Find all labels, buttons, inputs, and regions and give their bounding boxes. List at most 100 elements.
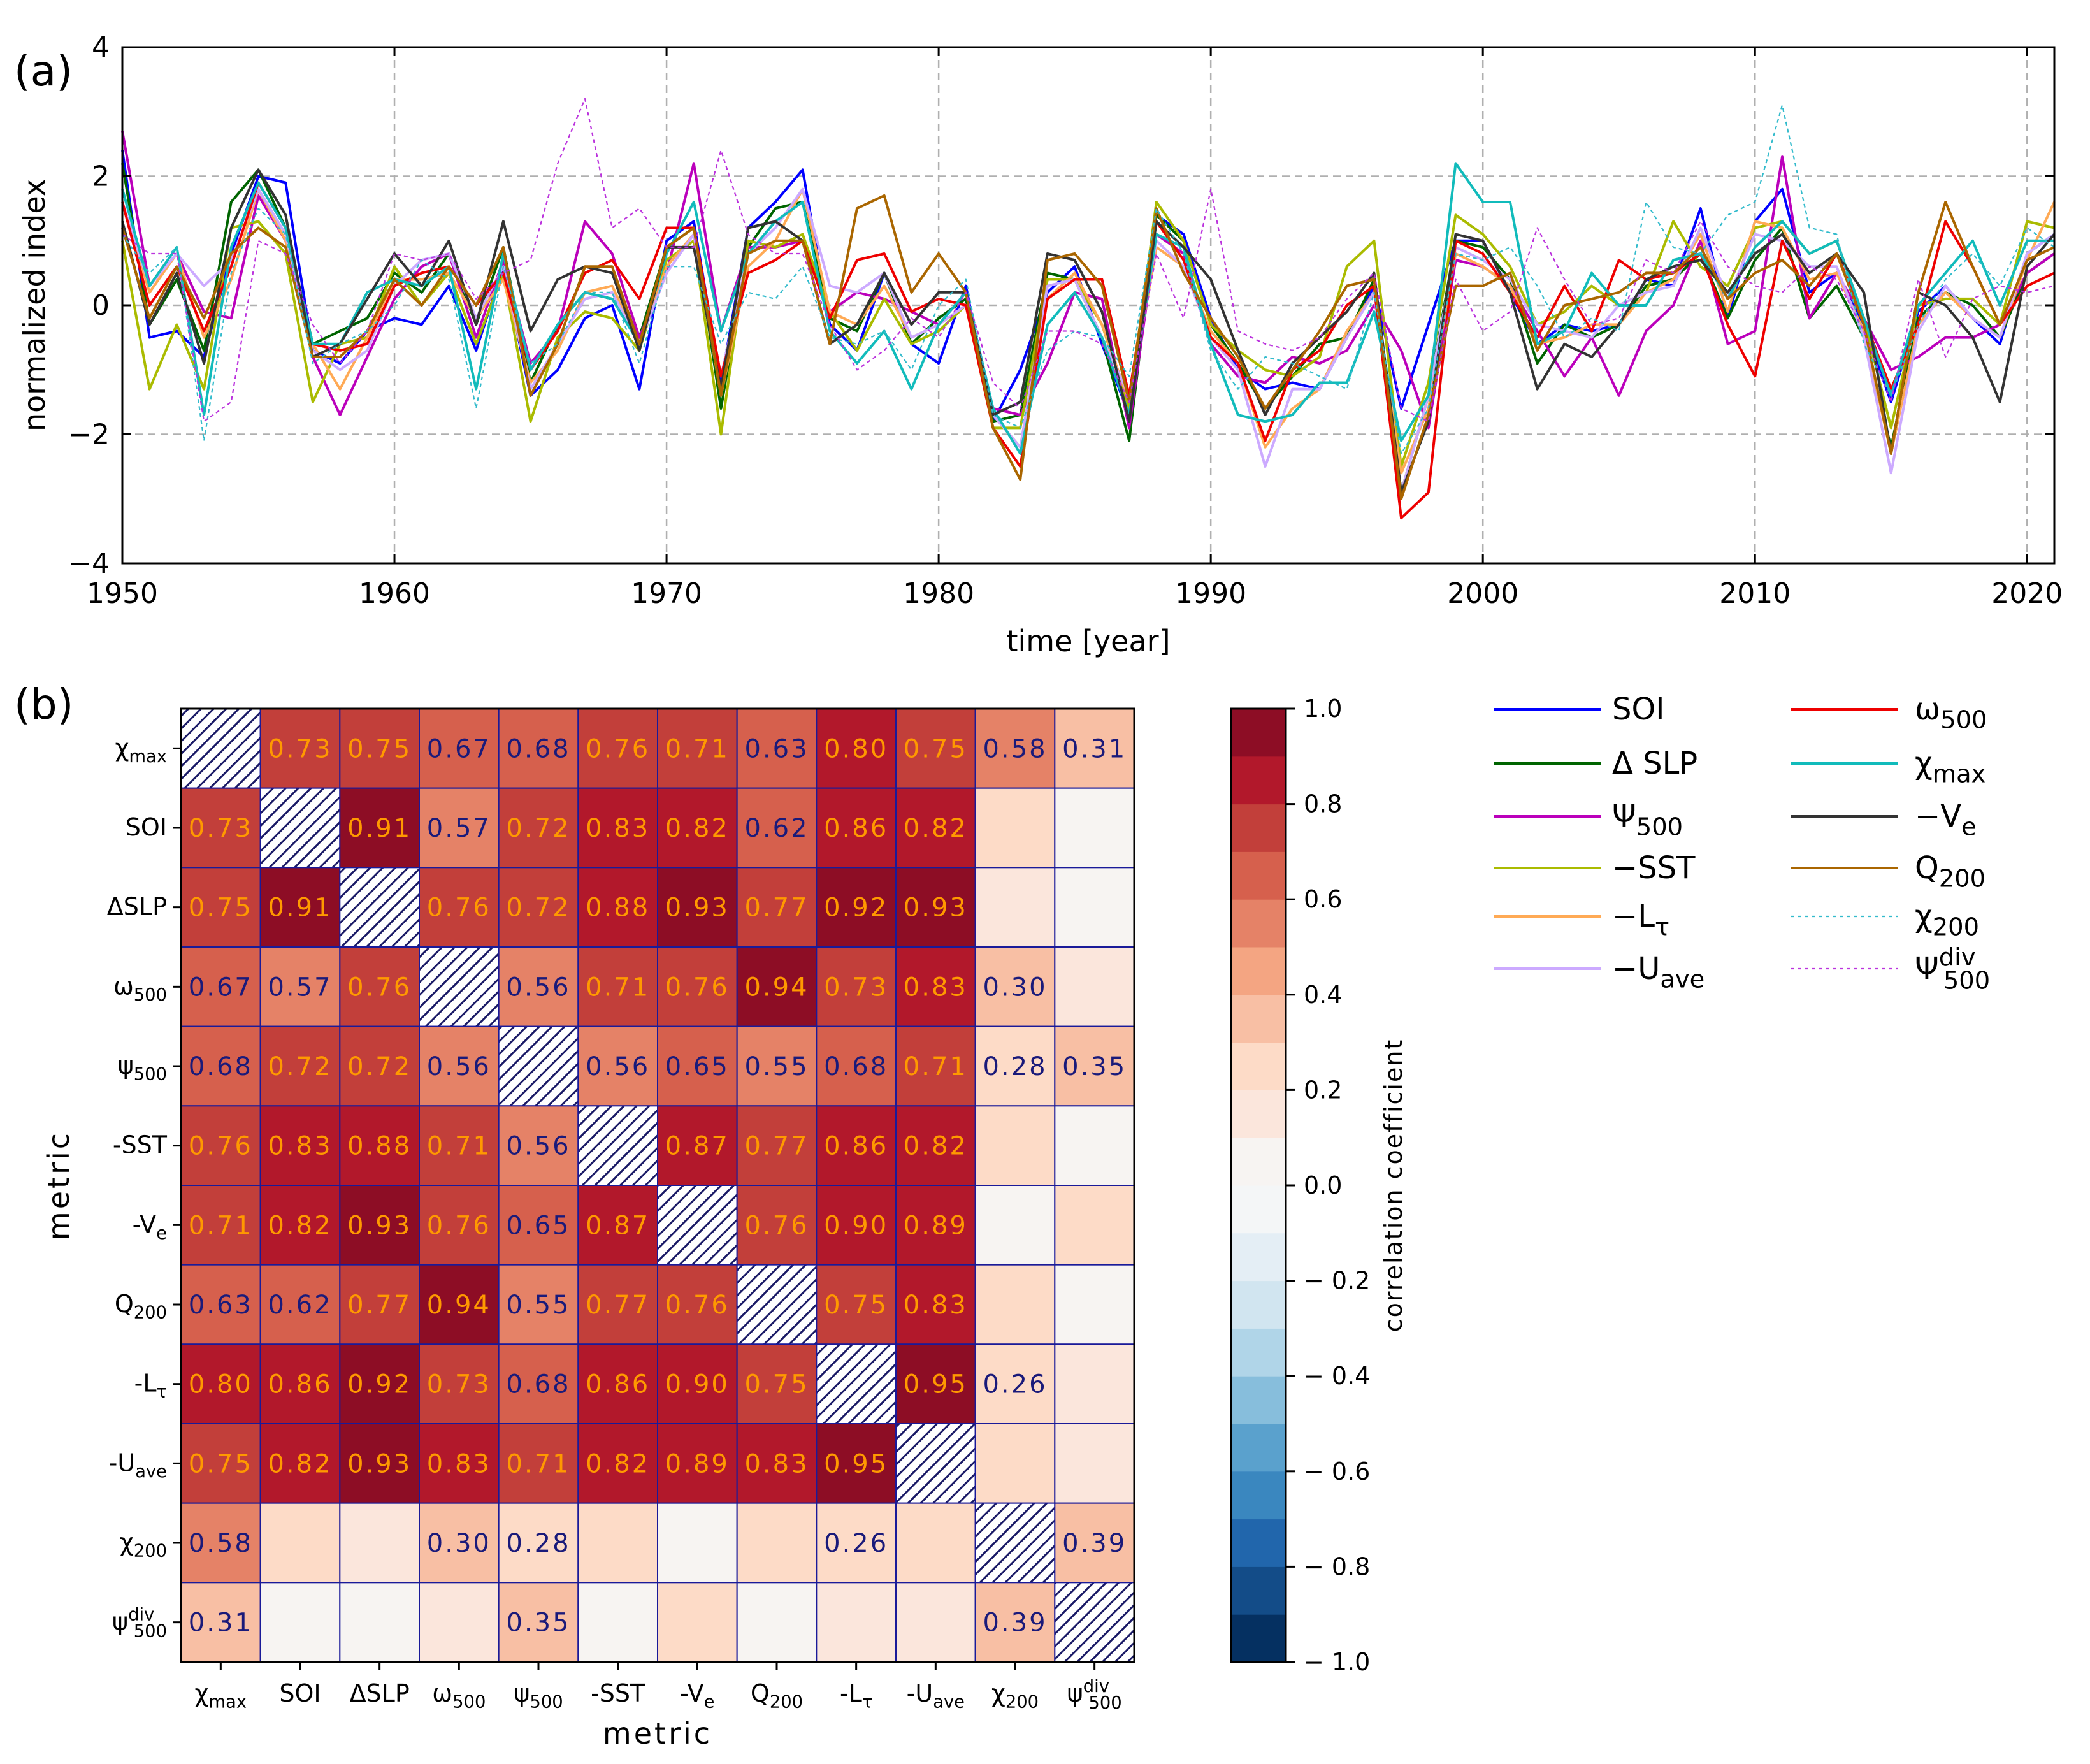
colorbar-tick-label: − 0.8 — [1304, 1552, 1370, 1580]
cell-value-label: 0.72 — [347, 1052, 412, 1081]
cell-value-label: 0.71 — [904, 1052, 968, 1081]
heatmap-cell — [974, 1264, 1056, 1345]
heatmap-cell — [498, 946, 579, 1027]
heatmap-cell — [816, 708, 897, 789]
heatmap-cell — [974, 1185, 1056, 1266]
heatmap-cell — [736, 946, 818, 1027]
cell-value-label: 0.65 — [506, 1211, 570, 1240]
heatmap-cell — [1054, 867, 1135, 948]
cell-value-label: 0.71 — [665, 734, 730, 763]
heatmap-cell — [259, 1423, 341, 1504]
colorbar-band — [1231, 1614, 1286, 1663]
cell-value-label: 0.83 — [904, 972, 968, 1002]
cell-value-label: 0.71 — [586, 972, 650, 1002]
heatmap-cell — [657, 1582, 738, 1663]
cell-value-label: 0.87 — [586, 1211, 650, 1240]
cell-value-label: 0.76 — [586, 734, 650, 763]
cell-value-label: 0.68 — [506, 1370, 570, 1399]
colorbar-band — [1231, 1328, 1286, 1377]
cell-value-label: 0.63 — [744, 734, 809, 763]
diagonal-cell — [419, 946, 500, 1027]
diagonal-cell — [498, 1025, 579, 1107]
heatmap-cell — [577, 1185, 658, 1266]
cell-value-label: 0.30 — [427, 1529, 491, 1558]
heatmap-cell — [339, 1582, 420, 1663]
column-label: -Ve — [680, 1679, 714, 1712]
cell-value-label: 0.68 — [189, 1052, 253, 1081]
heatmap-cell — [974, 1343, 1056, 1424]
y-tick-label: −2 — [68, 419, 110, 451]
cell-value-label: 0.75 — [189, 893, 253, 923]
heatmap-cell — [577, 1025, 658, 1107]
heatmap-cell — [657, 1423, 738, 1504]
row-label: SOI — [126, 813, 167, 841]
heatmap-cell — [1054, 1502, 1135, 1584]
heatmap-cell — [974, 708, 1056, 789]
cell-value-label: 0.76 — [189, 1132, 253, 1161]
cell-value-label: 0.75 — [904, 734, 968, 763]
column-label: -Lτ — [840, 1679, 872, 1712]
cell-value-label: 0.88 — [347, 1132, 412, 1161]
row-label: -Ve — [133, 1210, 167, 1243]
cell-value-label: 0.76 — [744, 1211, 809, 1240]
legend-label: −Uave — [1612, 951, 1704, 994]
cell-value-label: 0.62 — [268, 1290, 332, 1320]
x-tick-label: 1950 — [87, 577, 158, 610]
colorbar-tick-label: 0.0 — [1304, 1171, 1342, 1199]
legend-label: χmax — [1915, 746, 1986, 788]
cell-value-label: 0.72 — [268, 1052, 332, 1081]
heatmap-cell — [736, 1025, 818, 1107]
heatmap-cell — [816, 1185, 897, 1266]
heatmap-cell — [259, 1502, 341, 1584]
heatmap-cell — [180, 1423, 261, 1504]
heatmap-cell — [816, 1025, 897, 1107]
colorbar-band — [1231, 947, 1286, 995]
heatmap-cell — [974, 1105, 1056, 1187]
cell-value-label: 0.28 — [983, 1052, 1047, 1081]
heatmap-cell — [1054, 1025, 1135, 1107]
heatmap-axis-labels: χmax χmax SOI SOI ΔSLP ΔSLP ω500 ω500 ψ500 ψ500 -S… — [107, 734, 1122, 1713]
heatmap-cell — [419, 1264, 500, 1345]
y-tick-label: −4 — [68, 547, 110, 580]
cell-value-label: 0.26 — [824, 1529, 888, 1558]
heatmap-cell — [1054, 708, 1135, 789]
cell-value-label: 0.77 — [347, 1290, 412, 1320]
cell-value-label: 0.86 — [268, 1370, 332, 1399]
heatmap-cell — [498, 1185, 579, 1266]
y-tick-label: 4 — [92, 31, 110, 64]
legend-label: SOI — [1612, 691, 1664, 727]
cell-value-label: 0.89 — [904, 1211, 968, 1240]
heatmap-cell — [657, 1502, 738, 1584]
x-tick-label: 1970 — [631, 577, 702, 610]
colorbar-band — [1231, 1471, 1286, 1520]
row-label: ΔSLP — [107, 893, 167, 921]
colorbar-band — [1231, 1185, 1286, 1234]
heatmap-cell — [577, 1582, 658, 1663]
cell-value-label: 0.58 — [189, 1529, 253, 1558]
heatmap-cell — [736, 1582, 818, 1663]
cell-value-label: 0.31 — [1062, 734, 1127, 763]
heatmap-cell — [339, 1343, 420, 1424]
cell-value-label: 0.67 — [189, 972, 253, 1002]
cell-value-label: 0.82 — [904, 1132, 968, 1161]
cell-value-label: 0.80 — [189, 1370, 253, 1399]
heatmap-cell — [1054, 1105, 1135, 1187]
y-tick-label: 0 — [92, 289, 110, 322]
heatmap-cell — [974, 867, 1056, 948]
heatmap-cell — [259, 1343, 341, 1424]
colorbar-band — [1231, 1424, 1286, 1472]
cell-value-label: 0.94 — [744, 972, 809, 1002]
column-label: Q200 — [751, 1679, 803, 1712]
heatmap-cell — [657, 1025, 738, 1107]
colorbar-band — [1231, 756, 1286, 805]
heatmap-cell — [180, 946, 261, 1027]
heatmap-cell — [657, 1264, 738, 1345]
cell-value-label: 0.90 — [824, 1211, 888, 1240]
column-label: SOI — [279, 1679, 321, 1707]
cell-value-label: 0.73 — [268, 734, 332, 763]
cell-value-label: 0.90 — [665, 1370, 730, 1399]
heatmap-cell — [419, 1423, 500, 1504]
cell-value-label: 0.72 — [506, 814, 570, 843]
cell-value-label: 0.56 — [427, 1052, 491, 1081]
colorbar-tick-label: − 0.4 — [1304, 1362, 1370, 1390]
